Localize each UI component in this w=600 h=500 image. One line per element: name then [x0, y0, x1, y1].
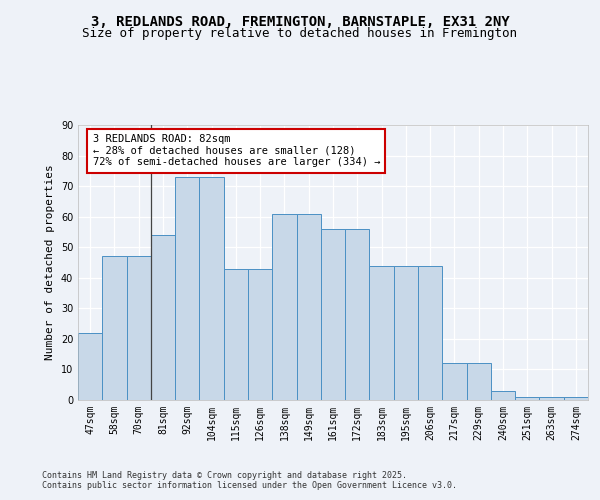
- Bar: [321, 229, 345, 400]
- Bar: [370, 266, 394, 400]
- Text: 3 REDLANDS ROAD: 82sqm
← 28% of detached houses are smaller (128)
72% of semi-de: 3 REDLANDS ROAD: 82sqm ← 28% of detached…: [92, 134, 380, 168]
- Bar: [539, 397, 564, 400]
- Bar: [467, 364, 491, 400]
- Bar: [394, 266, 418, 400]
- Text: Contains HM Land Registry data © Crown copyright and database right 2025.
Contai: Contains HM Land Registry data © Crown c…: [42, 470, 457, 490]
- Bar: [151, 235, 175, 400]
- Bar: [345, 229, 370, 400]
- Text: 3, REDLANDS ROAD, FREMINGTON, BARNSTAPLE, EX31 2NY: 3, REDLANDS ROAD, FREMINGTON, BARNSTAPLE…: [91, 15, 509, 29]
- Text: Size of property relative to detached houses in Fremington: Size of property relative to detached ho…: [83, 28, 517, 40]
- Bar: [515, 397, 539, 400]
- Bar: [102, 256, 127, 400]
- Bar: [127, 256, 151, 400]
- Y-axis label: Number of detached properties: Number of detached properties: [45, 164, 55, 360]
- Bar: [418, 266, 442, 400]
- Bar: [491, 391, 515, 400]
- Bar: [272, 214, 296, 400]
- Bar: [564, 397, 588, 400]
- Bar: [224, 268, 248, 400]
- Bar: [175, 177, 199, 400]
- Bar: [248, 268, 272, 400]
- Bar: [78, 333, 102, 400]
- Bar: [442, 364, 467, 400]
- Bar: [199, 177, 224, 400]
- Bar: [296, 214, 321, 400]
